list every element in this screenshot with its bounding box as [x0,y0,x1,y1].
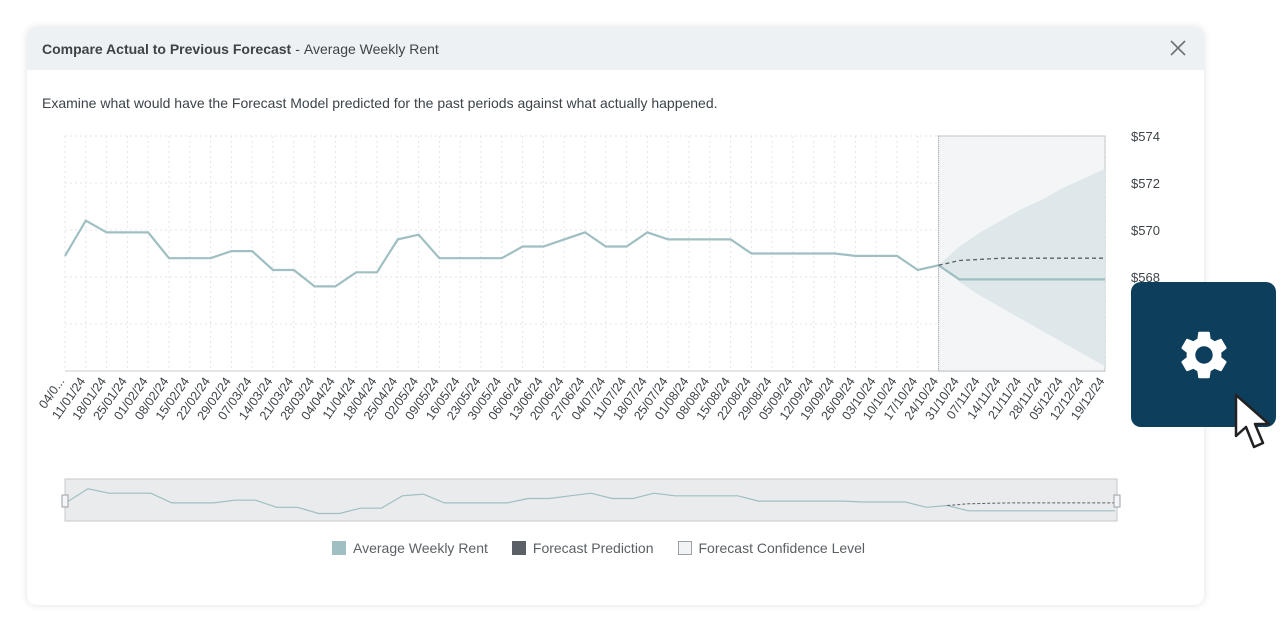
legend-item-forecast[interactable]: Forecast Prediction [511,540,654,556]
legend-swatch-actual [332,541,346,555]
confidence-band [938,168,1105,367]
legend-swatch-forecast [511,541,526,555]
y-tick-label: $568 [1131,270,1160,285]
dialog-title: Compare Actual to Previous Forecast [42,40,292,57]
navigator-series-actual [66,488,948,515]
forecast-dialog: Compare Actual to Previous Forecast - Av… [27,27,1204,605]
y-tick-label: $570 [1131,223,1160,238]
dialog-header: Compare Actual to Previous Forecast - Av… [27,27,1204,70]
forecast-line-chart: $574$572$570$56804/0...11/01/2418/01/242… [36,129,1160,522]
chart-legend: Average Weekly Rent Forecast Prediction … [332,540,865,556]
navigator-series-actual-forecast-period [947,504,1115,512]
pointer-cursor-icon [1234,393,1271,449]
dialog-description: Examine what would have the Forecast Mod… [42,95,718,111]
legend-label-forecast: Forecast Prediction [532,540,654,556]
y-tick-label: $572 [1131,176,1160,191]
legend-label-actual: Average Weekly Rent [353,540,488,556]
gear-icon [1180,331,1227,378]
navigator-handle-right [1113,494,1121,508]
y-tick-label: $574 [1131,129,1160,144]
series-line-average-weekly-rent [64,219,1105,288]
series-line-forecast-prediction [938,257,1105,266]
legend-label-confidence: Forecast Confidence Level [698,540,866,556]
legend-item-confidence[interactable]: Forecast Confidence Level [677,540,866,556]
dialog-subtitle: Average Weekly Rent [303,40,439,57]
navigator-track [64,478,1118,522]
navigator-handle-left [61,494,69,508]
settings-button[interactable] [1131,282,1276,427]
dialog-title-separator: - [295,40,300,57]
legend-item-actual[interactable]: Average Weekly Rent [332,540,488,556]
close-icon[interactable] [1168,38,1188,58]
legend-swatch-confidence [677,541,692,555]
